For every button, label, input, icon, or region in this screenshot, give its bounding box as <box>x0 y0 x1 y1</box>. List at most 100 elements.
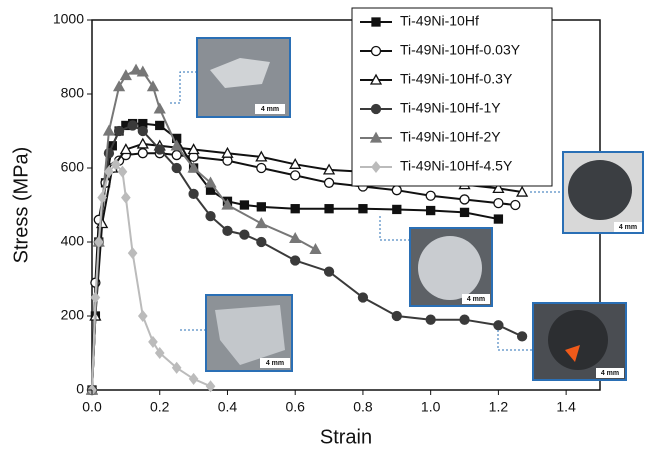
marker <box>127 247 138 260</box>
y-tick-label: 400 <box>61 233 85 249</box>
marker <box>137 125 148 137</box>
inset-photo: 4 mm <box>180 294 293 372</box>
marker <box>290 170 301 181</box>
x-tick-label: 0.8 <box>353 399 373 415</box>
marker <box>171 162 182 174</box>
legend-box <box>351 7 553 187</box>
marker <box>358 204 368 214</box>
inset-label: 4 mm <box>619 224 637 231</box>
marker <box>121 191 131 204</box>
marker <box>146 80 160 92</box>
marker <box>323 266 335 277</box>
y-tick-label: 200 <box>61 307 85 323</box>
marker <box>97 191 107 204</box>
legend-marker <box>370 45 382 57</box>
marker <box>117 165 128 178</box>
marker <box>153 102 166 114</box>
inset-label: 4 mm <box>467 296 485 303</box>
marker <box>187 161 200 173</box>
marker <box>102 124 116 136</box>
marker <box>256 202 266 212</box>
marker <box>222 225 233 237</box>
marker <box>323 177 335 188</box>
marker <box>255 150 268 162</box>
x-tick-label: 1.4 <box>556 399 576 415</box>
y-tick-label: 0 <box>76 381 84 397</box>
marker <box>493 214 504 224</box>
marker <box>188 188 199 200</box>
marker <box>127 120 138 131</box>
marker <box>104 165 114 178</box>
x-tick-label: 0.4 <box>218 399 238 415</box>
marker <box>171 361 182 374</box>
inset-photo: 4 mm <box>497 302 627 381</box>
marker <box>110 158 121 171</box>
marker <box>187 143 200 155</box>
marker <box>322 163 336 175</box>
y-tick-label: 600 <box>61 159 85 175</box>
marker <box>205 380 216 393</box>
inset-label: 4 mm <box>601 370 619 377</box>
marker <box>204 176 217 188</box>
marker <box>425 314 436 325</box>
series <box>85 63 322 395</box>
inset-label: 4 mm <box>266 360 284 367</box>
legend-label: Ti-49Ni-10Hf <box>400 13 479 29</box>
x-tick-label: 0.6 <box>285 399 305 415</box>
marker <box>290 255 301 266</box>
marker <box>113 125 125 137</box>
legend-label: Ti-49Ni-10Hf-0.03Y <box>400 42 521 58</box>
inset-photo: 4 mm <box>379 216 493 307</box>
legend-marker <box>369 131 383 143</box>
marker <box>493 197 504 209</box>
marker <box>256 236 267 248</box>
marker <box>93 235 104 249</box>
marker <box>154 144 165 155</box>
series-line <box>91 68 316 391</box>
legend-marker <box>371 160 381 174</box>
marker <box>289 157 302 169</box>
marker <box>112 80 126 92</box>
marker <box>154 346 165 360</box>
marker <box>324 204 334 214</box>
marker <box>290 204 300 214</box>
marker <box>205 210 216 222</box>
marker <box>221 146 234 158</box>
inset-photo: 4 mm <box>170 37 291 118</box>
marker <box>221 198 234 210</box>
x-tick-label: 0.2 <box>150 399 170 415</box>
marker <box>510 199 521 211</box>
marker <box>137 309 148 323</box>
legend-marker <box>370 103 382 115</box>
legend-marker <box>371 17 381 27</box>
y-tick-label: 1000 <box>53 11 84 27</box>
inset-label: 4 mm <box>261 106 279 113</box>
x-tick-label: 1.2 <box>489 399 509 415</box>
marker <box>459 314 470 325</box>
marker <box>391 185 402 196</box>
marker <box>493 320 504 331</box>
x-tick-label: 0.0 <box>82 399 102 415</box>
marker <box>459 207 470 218</box>
marker <box>129 63 143 75</box>
marker <box>188 372 199 385</box>
legend-label: Ti-49Ni-10Hf-2Y <box>400 129 501 145</box>
x-axis-title: Strain <box>320 426 372 448</box>
legend-marker <box>369 73 383 85</box>
marker <box>137 148 148 159</box>
marker <box>170 139 183 151</box>
marker <box>239 229 250 240</box>
marker <box>492 182 505 194</box>
marker <box>255 217 268 229</box>
y-tick-label: 800 <box>61 85 85 101</box>
inset-photo: 4 mm <box>530 151 644 234</box>
legend-label: Ti-49Ni-10Hf-4.5Y <box>400 158 513 174</box>
legend-label: Ti-49Ni-10Hf-0.3Y <box>400 71 513 87</box>
marker <box>119 143 132 155</box>
marker <box>289 231 302 243</box>
marker <box>119 69 132 81</box>
legend-label: Ti-49Ni-10Hf-1Y <box>400 100 501 116</box>
marker <box>90 291 101 304</box>
marker <box>239 200 250 210</box>
